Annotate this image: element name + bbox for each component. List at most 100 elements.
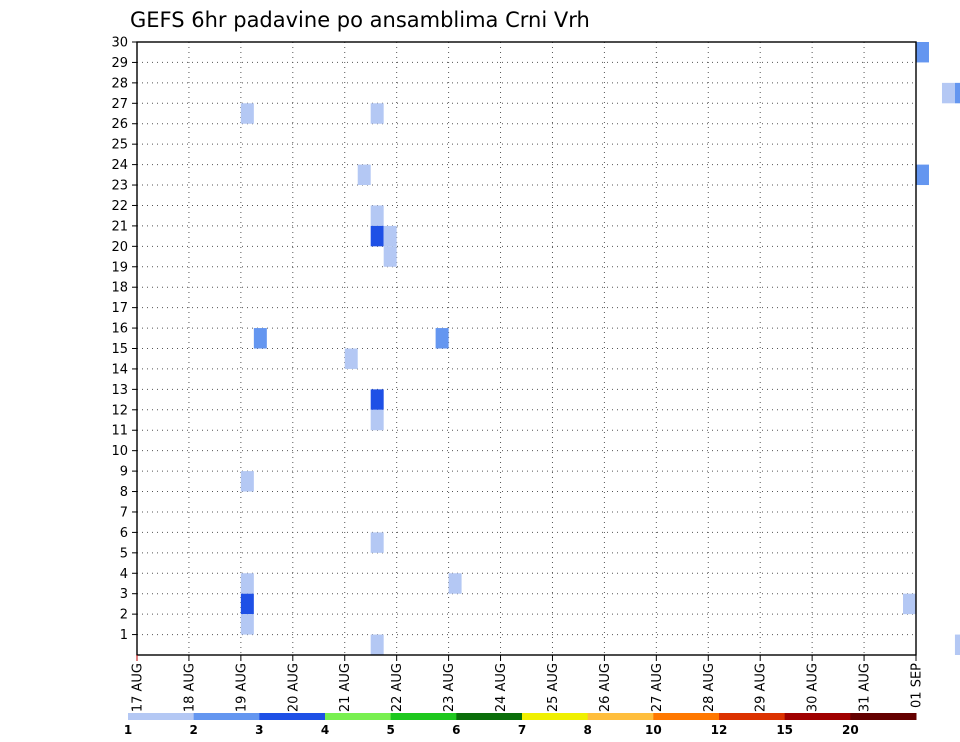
colorbar-tick-label: 15	[776, 723, 793, 737]
y-tick-label: 20	[111, 240, 128, 255]
y-tick-label: 18	[111, 281, 128, 296]
y-tick-label: 15	[111, 342, 128, 357]
precip-cell	[435, 328, 449, 349]
precip-cell	[383, 246, 397, 267]
precip-cell	[941, 82, 955, 104]
x-tick-label: 19 AUG	[234, 663, 249, 712]
precip-cells	[240, 42, 960, 655]
y-tick-label: 26	[111, 117, 128, 132]
precip-cell	[370, 409, 384, 431]
precip-cell	[240, 614, 254, 635]
grid-lines	[137, 41, 916, 655]
y-tick-label: 2	[120, 608, 128, 623]
colorbar-tick-label: 20	[842, 723, 859, 737]
y-tick-label: 12	[111, 403, 128, 418]
colorbar-segment	[456, 713, 523, 720]
x-tick-label: 24 AUG	[494, 663, 509, 712]
colorbar-tick-label: 8	[583, 723, 591, 737]
y-tick-label: 13	[111, 383, 128, 398]
y-tick-label: 8	[120, 485, 128, 500]
x-tick-label: 20 AUG	[286, 663, 301, 712]
colorbar-segment	[522, 713, 589, 720]
colorbar-segment	[653, 713, 720, 720]
x-tick-label: 23 AUG	[442, 663, 457, 712]
x-axis-ticks: 17 AUG 18 AUG 19 AUG 20 AUG 21 AUG 22 AUG 23 A…	[131, 655, 925, 712]
y-tick-label: 28	[111, 76, 128, 91]
precip-cell	[253, 328, 267, 349]
y-tick-label: 27	[111, 97, 128, 112]
precip-cell	[954, 634, 960, 655]
precip-cell	[240, 573, 254, 594]
y-axis-ticks: 1234567891011121314151617181920212223242…	[111, 36, 137, 643]
x-tick-label: 18 AUG	[182, 663, 197, 712]
colorbar-tick-label: 2	[189, 723, 197, 737]
colorbar-segment	[587, 713, 654, 720]
colorbar-tick-label: 1	[124, 723, 132, 737]
precip-cell	[383, 225, 397, 247]
y-tick-label: 16	[111, 322, 128, 337]
y-tick-label: 11	[111, 424, 128, 439]
precip-cell	[240, 471, 254, 492]
precip-cell	[916, 42, 929, 63]
precip-cell	[344, 348, 358, 369]
precip-cell	[357, 164, 371, 186]
y-tick-label: 5	[120, 546, 128, 561]
x-tick-label: 28 AUG	[702, 663, 717, 712]
y-tick-label: 3	[120, 587, 128, 602]
y-tick-label: 7	[120, 505, 128, 520]
y-tick-label: 14	[111, 362, 128, 377]
y-tick-label: 17	[111, 301, 128, 316]
x-tick-label: 27 AUG	[650, 663, 665, 712]
colorbar-segment	[259, 713, 326, 720]
precip-cell	[370, 634, 384, 655]
y-tick-label: 30	[111, 36, 128, 51]
y-tick-label: 23	[111, 179, 128, 194]
colorbar-segment	[719, 713, 786, 720]
y-tick-label: 4	[120, 567, 128, 582]
y-tick-label: 22	[111, 199, 128, 214]
colorbar-tick-label: 4	[321, 723, 329, 737]
precip-cell	[370, 389, 384, 410]
y-tick-label: 19	[111, 260, 128, 275]
colorbar-segment	[128, 713, 195, 720]
x-tick-label: 17 AUG	[131, 663, 146, 712]
colorbar-tick-label: 3	[255, 723, 263, 737]
precip-cell	[370, 225, 384, 247]
y-tick-label: 29	[111, 56, 128, 71]
x-tick-label: 21 AUG	[338, 663, 353, 712]
precip-cell	[370, 532, 384, 553]
y-tick-label: 21	[111, 219, 128, 234]
y-tick-label: 10	[111, 444, 128, 459]
colorbar-tick-label: 10	[645, 723, 662, 737]
chart-title: GEFS 6hr padavine po ansamblima Crni Vrh	[130, 8, 590, 32]
x-tick-label: 01 SEP	[910, 663, 925, 708]
x-tick-label: 26 AUG	[598, 663, 613, 712]
precip-cell	[240, 593, 254, 615]
y-tick-label: 9	[120, 465, 128, 480]
x-tick-label: 25 AUG	[546, 663, 561, 712]
colorbar-segment	[850, 713, 917, 720]
y-tick-label: 24	[111, 158, 128, 173]
y-tick-label: 25	[111, 138, 128, 153]
colorbar-tick-label: 7	[518, 723, 526, 737]
y-tick-label: 1	[120, 628, 128, 643]
x-tick-label: 29 AUG	[754, 663, 769, 712]
colorbar-segment	[784, 713, 851, 720]
precip-cell	[370, 103, 384, 124]
colorbar-tick-label: 5	[386, 723, 394, 737]
x-tick-label: 31 AUG	[858, 663, 873, 712]
colorbar-segment	[325, 713, 392, 720]
y-tick-label: 6	[120, 526, 128, 541]
colorbar: 1 2 3 4 5 6 7 8 10 12 15 20	[124, 713, 917, 737]
precip-cell	[240, 103, 254, 124]
precip-cell	[954, 82, 960, 104]
precip-cell	[903, 593, 916, 615]
colorbar-segment	[193, 713, 260, 720]
colorbar-tick-label: 12	[711, 723, 728, 737]
x-tick-label: 30 AUG	[806, 663, 821, 712]
x-tick-label: 22 AUG	[390, 663, 405, 712]
precip-cell	[916, 164, 929, 186]
colorbar-tick-label: 6	[452, 723, 460, 737]
colorbar-segment	[390, 713, 457, 720]
